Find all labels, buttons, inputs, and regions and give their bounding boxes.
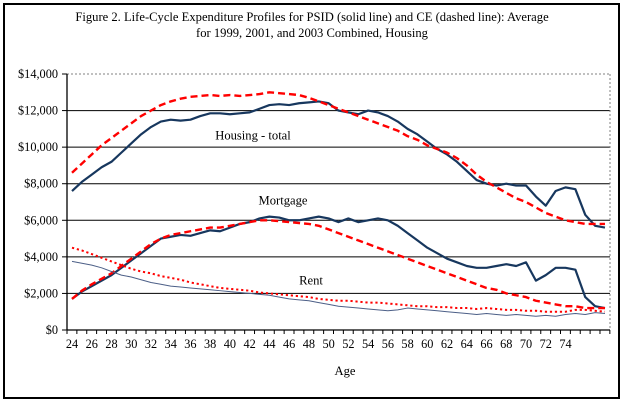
x-tick-label: 24 [66, 337, 78, 351]
x-tick-label: 26 [86, 337, 98, 351]
figure-title-line1: Figure 2. Life-Cycle Expenditure Profile… [75, 10, 549, 24]
y-tick-label: $8,000 [24, 177, 58, 191]
x-tick-label: 74 [559, 337, 571, 351]
y-tick-label: $4,000 [24, 250, 58, 264]
x-tick-label: 34 [165, 337, 177, 351]
y-tick-label: $6,000 [24, 213, 58, 227]
annotation-rent: Rent [299, 273, 323, 288]
x-tick-label: 68 [500, 337, 512, 351]
x-tick-label: 38 [204, 337, 216, 351]
x-tick-label: 42 [244, 337, 256, 351]
figure-title-line2: for 1999, 2001, and 2003 Combined, Housi… [196, 26, 428, 40]
x-tick-label: 36 [184, 337, 196, 351]
x-tick-label: 54 [362, 337, 374, 351]
x-tick-label: 48 [303, 337, 315, 351]
annotation-housing-total: Housing - total [215, 128, 291, 143]
x-axis-title: Age [334, 364, 356, 378]
series-line-rent-psid [71, 260, 606, 317]
x-tick-label: 32 [145, 337, 157, 351]
x-tick-label: 46 [283, 337, 295, 351]
y-tick-label: $2,000 [24, 286, 58, 300]
series-line-housing-total-psid [71, 100, 606, 229]
x-tick-label: 58 [401, 337, 413, 351]
series-line-housing-total-ce [71, 91, 605, 226]
x-tick-label: 70 [520, 337, 532, 351]
series-line-rent-ce [71, 246, 606, 313]
figure-border [3, 3, 620, 399]
x-tick-label: 52 [342, 337, 354, 351]
x-tick-label: 66 [480, 337, 492, 351]
x-tick-label: 28 [105, 337, 117, 351]
y-tick-label: $14,000 [18, 67, 58, 81]
y-tick-label: $12,000 [18, 104, 58, 118]
x-tick-label: 30 [125, 337, 137, 351]
x-tick-label: 72 [540, 337, 552, 351]
x-tick-label: 56 [382, 337, 394, 351]
x-tick-label: 44 [263, 337, 275, 351]
x-tick-label: 64 [461, 337, 473, 351]
x-tick-label: 62 [441, 337, 453, 351]
y-tick-label: $0 [46, 323, 58, 337]
x-tick-label: 40 [224, 337, 236, 351]
x-tick-label: 50 [322, 337, 334, 351]
annotation-mortgage: Mortgage [258, 193, 308, 208]
series-line-mortgage-ce [71, 219, 605, 310]
x-tick-label: 60 [421, 337, 433, 351]
series-line-mortgage-psid [71, 215, 606, 310]
y-tick-label: $10,000 [18, 140, 58, 154]
